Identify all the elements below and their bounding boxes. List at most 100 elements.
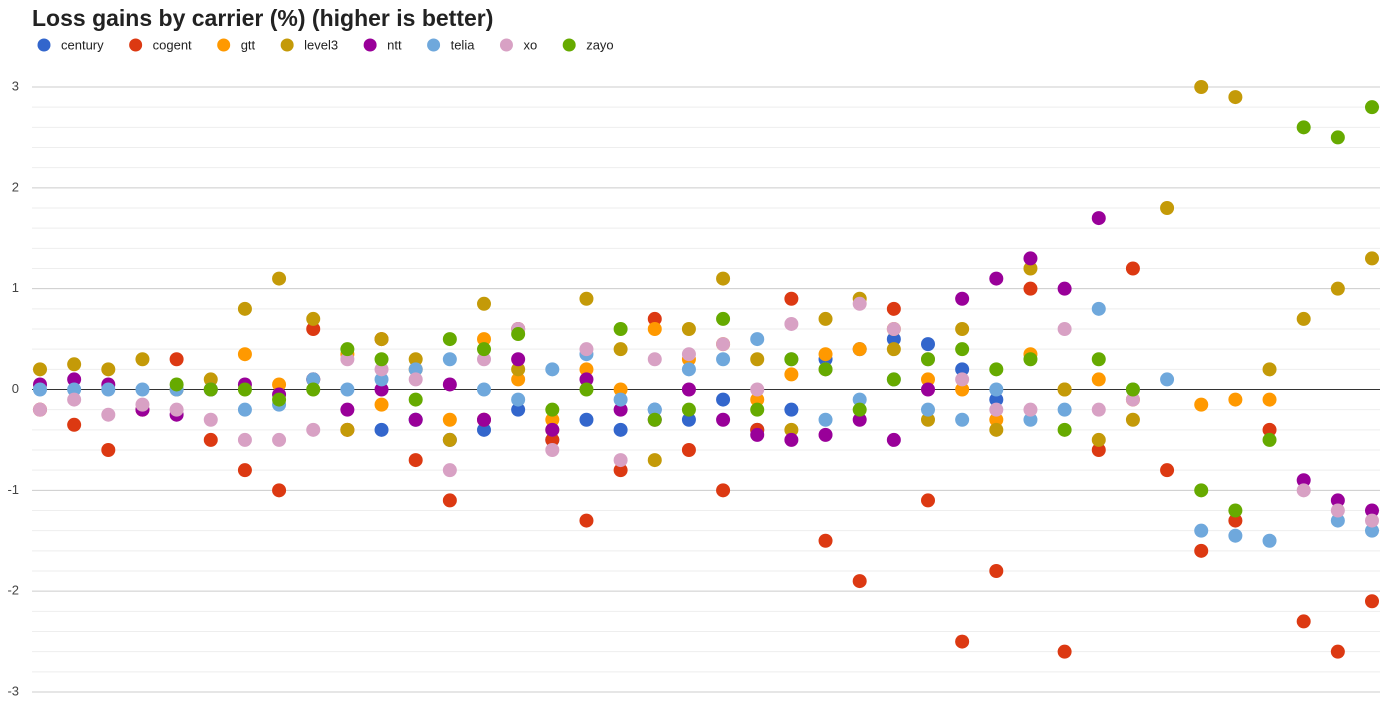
point	[272, 432, 287, 447]
point	[374, 382, 389, 397]
point	[921, 352, 935, 367]
point	[1125, 261, 1140, 276]
point	[511, 327, 526, 342]
grid: -3 -2 -1 0 1 2 3	[7, 78, 1380, 698]
point	[408, 412, 423, 427]
point	[237, 347, 252, 362]
point	[545, 362, 560, 377]
point	[1330, 644, 1345, 659]
point	[442, 493, 457, 508]
point	[237, 382, 252, 397]
point	[1365, 100, 1379, 115]
point	[886, 432, 901, 447]
point	[989, 564, 1004, 578]
point	[750, 382, 765, 397]
point	[1125, 392, 1140, 407]
y-tick-label: -3	[7, 683, 19, 698]
point	[716, 412, 731, 427]
point	[784, 367, 799, 382]
point	[101, 382, 116, 397]
point	[545, 432, 560, 447]
point	[852, 574, 867, 589]
point	[716, 392, 731, 407]
point	[374, 362, 389, 377]
point	[203, 382, 218, 397]
point	[477, 296, 491, 311]
plot	[33, 80, 1379, 659]
point	[784, 422, 799, 437]
point	[784, 432, 799, 447]
point	[237, 432, 252, 447]
point	[681, 322, 696, 336]
point	[681, 443, 696, 457]
point	[647, 412, 662, 427]
point	[511, 372, 526, 387]
point	[237, 402, 252, 417]
point	[681, 347, 696, 362]
point	[306, 372, 321, 387]
point	[374, 332, 389, 347]
legend-marker	[499, 38, 513, 52]
legend-marker	[217, 38, 231, 52]
point	[477, 342, 491, 357]
point	[955, 291, 970, 306]
point	[579, 342, 594, 357]
point	[442, 463, 457, 478]
point	[1330, 493, 1345, 508]
point	[1330, 513, 1345, 528]
point	[989, 382, 1004, 397]
point	[681, 412, 696, 427]
point	[169, 402, 184, 417]
point	[647, 453, 662, 468]
point	[886, 301, 901, 316]
point	[67, 372, 82, 387]
point	[921, 493, 935, 508]
point	[1296, 483, 1311, 498]
point	[750, 352, 765, 367]
point	[784, 352, 799, 367]
point	[681, 382, 696, 397]
point	[203, 432, 218, 447]
legend-label: cogent	[153, 37, 192, 52]
point	[101, 443, 116, 457]
point	[579, 513, 594, 528]
point	[477, 332, 491, 347]
point	[1296, 614, 1311, 629]
point	[1023, 402, 1038, 417]
point	[1091, 301, 1106, 316]
point	[716, 483, 731, 498]
point	[647, 311, 662, 326]
point	[1194, 523, 1209, 538]
point	[272, 483, 287, 498]
point	[1194, 397, 1209, 412]
point	[613, 463, 628, 478]
point	[1365, 513, 1379, 528]
point	[886, 332, 901, 347]
point	[306, 382, 321, 397]
point	[613, 342, 628, 357]
point	[237, 463, 252, 478]
point	[477, 382, 491, 397]
point	[716, 337, 731, 352]
point	[1330, 281, 1345, 296]
point	[955, 382, 970, 397]
point	[408, 372, 423, 387]
point	[477, 422, 491, 437]
point	[1057, 402, 1072, 417]
point	[442, 432, 457, 447]
point	[477, 352, 491, 367]
point	[1365, 503, 1379, 518]
point	[818, 311, 833, 326]
point	[955, 342, 970, 357]
point	[955, 362, 970, 377]
point	[203, 412, 218, 427]
point	[647, 352, 662, 367]
legend-label: level3	[304, 37, 338, 52]
point	[1057, 644, 1072, 659]
point	[67, 417, 82, 432]
point	[1296, 120, 1311, 135]
point	[784, 316, 799, 331]
point	[921, 412, 935, 427]
legend-marker	[363, 38, 377, 52]
point	[1057, 422, 1072, 437]
